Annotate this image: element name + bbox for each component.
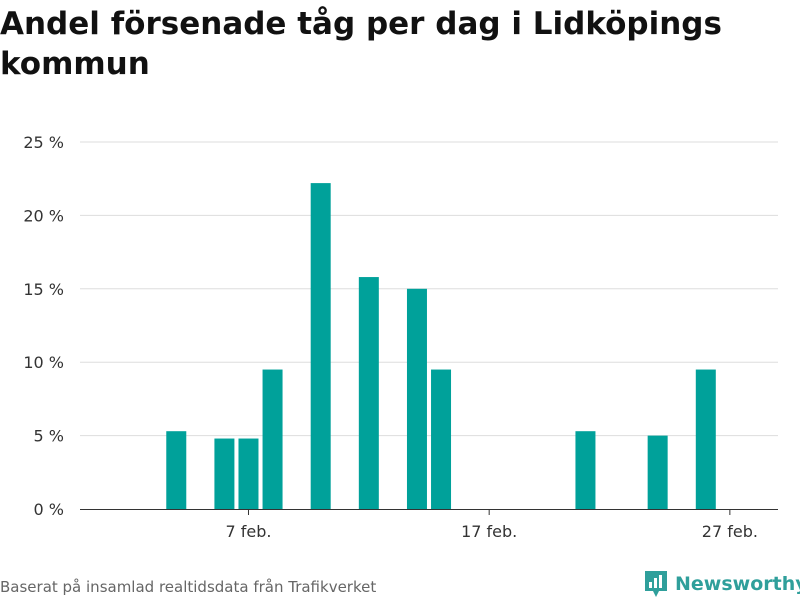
y-tick-label: 25 %	[23, 133, 64, 152]
bar	[214, 438, 235, 509]
gridlines	[80, 141, 778, 437]
brand-name: Newsworthy	[675, 573, 800, 595]
bar	[166, 431, 187, 509]
chart-title: Andel försenade tåg per dag i Lidköpings…	[0, 6, 722, 82]
bar	[406, 288, 427, 509]
y-tick-label: 20 %	[23, 206, 64, 225]
bar	[575, 431, 596, 509]
y-tick-label: 5 %	[34, 427, 64, 446]
x-tick-label: 17 feb.	[461, 522, 517, 541]
y-tick-labels: 0 % 5 % 10 % 15 % 20 % 25 %	[23, 133, 64, 519]
bar-chart: 0 % 5 % 10 % 15 % 20 % 25 % 7 feb. 17 feb. 27 f…	[23, 133, 778, 541]
bar	[695, 369, 716, 509]
source-note: Baserat på insamlad realtidsdata från Tr…	[0, 578, 377, 596]
bar	[262, 369, 283, 509]
x-tick-label: 7 feb.	[225, 522, 271, 541]
x-tick-label: 27 feb.	[702, 522, 758, 541]
bar	[647, 435, 668, 509]
bars	[166, 183, 716, 509]
y-tick-label: 10 %	[23, 353, 64, 372]
bar	[358, 277, 379, 509]
bar	[310, 183, 331, 509]
y-tick-label: 15 %	[23, 280, 64, 299]
bar	[238, 438, 259, 509]
newsworthy-logo-icon	[645, 571, 667, 597]
y-tick-label: 0 %	[34, 500, 64, 519]
x-ticks: 7 feb. 17 feb. 27 feb.	[225, 509, 758, 541]
brand-logo: Newsworthy	[643, 568, 800, 600]
bar	[431, 369, 452, 509]
